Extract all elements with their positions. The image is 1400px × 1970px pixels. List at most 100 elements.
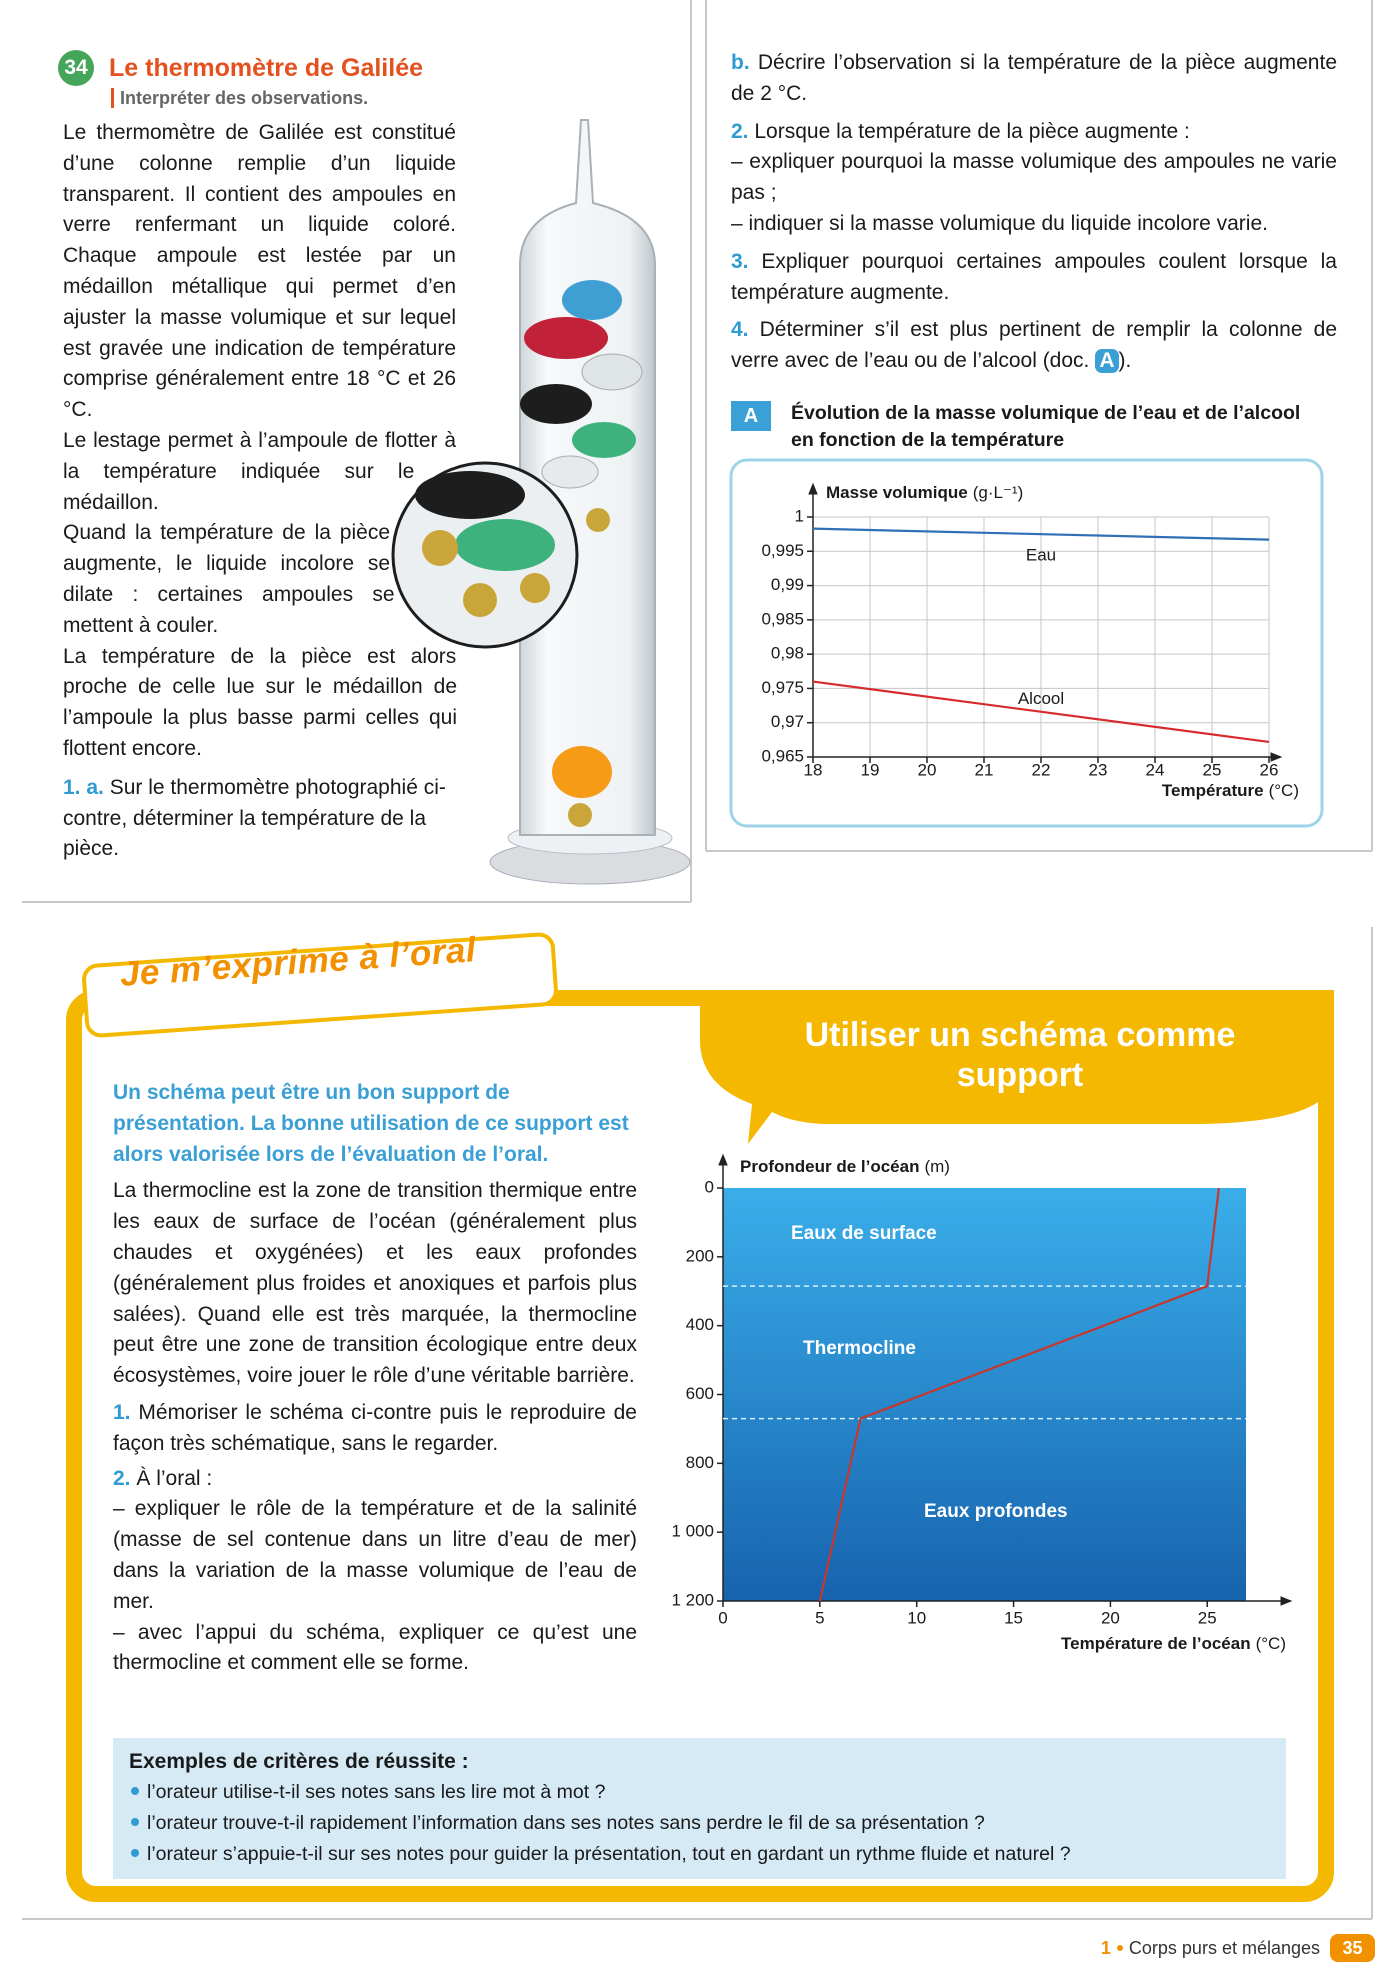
y-tick-label: 200	[686, 1246, 714, 1265]
y-axis-label: Profondeur de l’océan (m)	[740, 1157, 950, 1176]
footer: 1 Corps purs et mélanges	[1040, 1934, 1320, 1962]
series-label: Eau	[1026, 546, 1056, 565]
paragraph: Le lestage permet à l’ampoule de flotter…	[63, 428, 456, 514]
y-tick-label: 0,975	[761, 678, 804, 697]
y-tick-label: 0,985	[761, 609, 804, 628]
y-tick-label: 600	[686, 1384, 714, 1403]
x-tick-label: 5	[815, 1608, 824, 1627]
y-tick-label: 0,965	[761, 746, 804, 765]
x-axis-label: Température (°C)	[1162, 781, 1299, 800]
criteria-item: l’orateur utilise-t-il ses notes sans le…	[129, 1777, 1270, 1808]
question-label: b.	[731, 51, 750, 74]
y-axis-title: Masse volumique	[826, 483, 968, 502]
zone-label: Thermocline	[803, 1338, 916, 1359]
x-axis-title: Température	[1162, 781, 1264, 800]
x-tick-label: 10	[907, 1608, 926, 1627]
paragraph: La thermocline est la zone de transition…	[113, 1179, 637, 1388]
intro: Un schéma peut être un bon support de pr…	[113, 1081, 629, 1166]
chart: 0 5 10 15 20 25 0 200 400 600 800 1 000 1 200 Profond…	[671, 1153, 1293, 1653]
question-label: 2.	[731, 119, 749, 143]
question: 1. a. Sur le thermomètre photographié ci…	[63, 773, 457, 865]
question-label: 2.	[113, 1466, 131, 1490]
ampoule	[415, 471, 525, 519]
question-label: 1.	[113, 1400, 131, 1424]
x-tick-label: 21	[975, 760, 994, 779]
oral-text: Un schéma peut être un bon support de pr…	[113, 1078, 637, 1679]
question: 4. Déterminer s’il est plus pertinent de…	[731, 315, 1337, 377]
x-tick-label: 25	[1198, 1608, 1217, 1627]
x-tick-label: 25	[1203, 760, 1222, 779]
medallion	[586, 508, 610, 532]
medallion	[520, 573, 550, 603]
x-tick-label: 19	[861, 760, 880, 779]
x-tick-label: 23	[1089, 760, 1108, 779]
question: 3. Expliquer pourquoi certaines ampoules…	[731, 247, 1337, 309]
x-axis-unit: (°C)	[1269, 781, 1299, 800]
separators	[22, 0, 1373, 1920]
ampoule	[520, 384, 592, 424]
y-tick-label: 0,995	[761, 541, 804, 560]
y-tick-label: 0,97	[771, 712, 804, 731]
question-text: Décrire l’observation si la température …	[731, 51, 1338, 105]
ampoule	[552, 746, 612, 798]
y-axis-label: Masse volumique (g·L⁻¹)	[826, 483, 1023, 502]
x-tick-label: 18	[804, 760, 823, 779]
medallion	[422, 530, 458, 566]
criteria-text: l’orateur trouve-t-il rapidement l’infor…	[147, 1812, 985, 1834]
data-line	[812, 527, 1270, 541]
medallion	[463, 583, 497, 617]
criteria-item: l’orateur trouve-t-il rapidement l’infor…	[129, 1808, 1270, 1839]
criteria-item: l’orateur s’appuie-t-il sur ses notes po…	[129, 1839, 1270, 1870]
criteria-text: l’orateur s’appuie-t-il sur ses notes po…	[147, 1843, 1071, 1865]
ampoule	[524, 317, 608, 359]
x-tick-label: 26	[1260, 760, 1279, 779]
x-axis-title: Température de l’océan	[1061, 1634, 1251, 1653]
ampoule	[541, 455, 599, 489]
question-item: – avec l’appui du schéma, expliquer ce q…	[113, 1620, 637, 1675]
criteria-text: l’orateur utilise-t-il ses notes sans le…	[147, 1781, 606, 1803]
zone-label: Eaux de surface	[791, 1223, 937, 1244]
data-line	[818, 1187, 1220, 1602]
chapter-title: Corps purs et mélanges	[1128, 1938, 1320, 1958]
spacer	[456, 118, 457, 456]
data-line	[812, 680, 1270, 744]
criteria-title: Exemples de critères de réussite :	[129, 1750, 469, 1773]
y-axis-title: Profondeur de l’océan	[740, 1157, 919, 1176]
y-tick-label: 0,99	[771, 575, 804, 594]
question: 2. À l’oral :	[113, 1464, 637, 1495]
x-tick-label: 20	[1101, 1608, 1120, 1627]
bubble-title: Utiliser un schéma comme support	[804, 1016, 1236, 1094]
document-label: A	[731, 401, 771, 431]
bullet	[131, 1818, 139, 1827]
question-text: À l’oral :	[136, 1466, 213, 1490]
plot-area	[723, 1188, 1246, 1601]
bullet	[131, 1787, 139, 1796]
y-tick-label: 1 200	[671, 1590, 714, 1609]
question-text: Mémoriser le schéma ci-contre puis le re…	[113, 1400, 637, 1455]
question-label: 1. a.	[63, 775, 104, 799]
x-axis-label: Température de l’océan (°C)	[1061, 1634, 1286, 1653]
banner	[82, 932, 558, 1038]
x-tick-label: 22	[1032, 760, 1051, 779]
x-tick-label: 20	[918, 760, 937, 779]
document-title: Évolution de la masse volumique de l’eau…	[791, 402, 1301, 451]
questions: b. Décrire l’observation si la températu…	[731, 48, 1337, 384]
ampoule	[572, 422, 636, 458]
page-number: 35	[1330, 1934, 1375, 1962]
y-axis-unit: (g·L⁻¹)	[973, 483, 1024, 502]
x-tick-label: 24	[1146, 760, 1165, 779]
ampoule	[562, 280, 622, 320]
question: b. Décrire l’observation si la températu…	[731, 48, 1337, 110]
y-tick-label: 0	[705, 1177, 714, 1196]
chapter-number: 1	[1100, 1938, 1111, 1958]
y-axis-unit: (m)	[924, 1157, 949, 1176]
chart: 18 19 20 21 22 23 24 25 26 0,965 0,97 0,975 0,98 0,98…	[761, 482, 1299, 800]
x-axis-unit: (°C)	[1256, 1634, 1286, 1653]
question: 1. Mémoriser le schéma ci-contre puis le…	[113, 1398, 637, 1460]
exercise-text: Le thermomètre de Galilée est constitué …	[63, 118, 457, 865]
document-reference[interactable]: A	[1095, 349, 1119, 374]
criteria-box: Exemples de critères de réussite : l’ora…	[113, 1738, 1286, 1879]
